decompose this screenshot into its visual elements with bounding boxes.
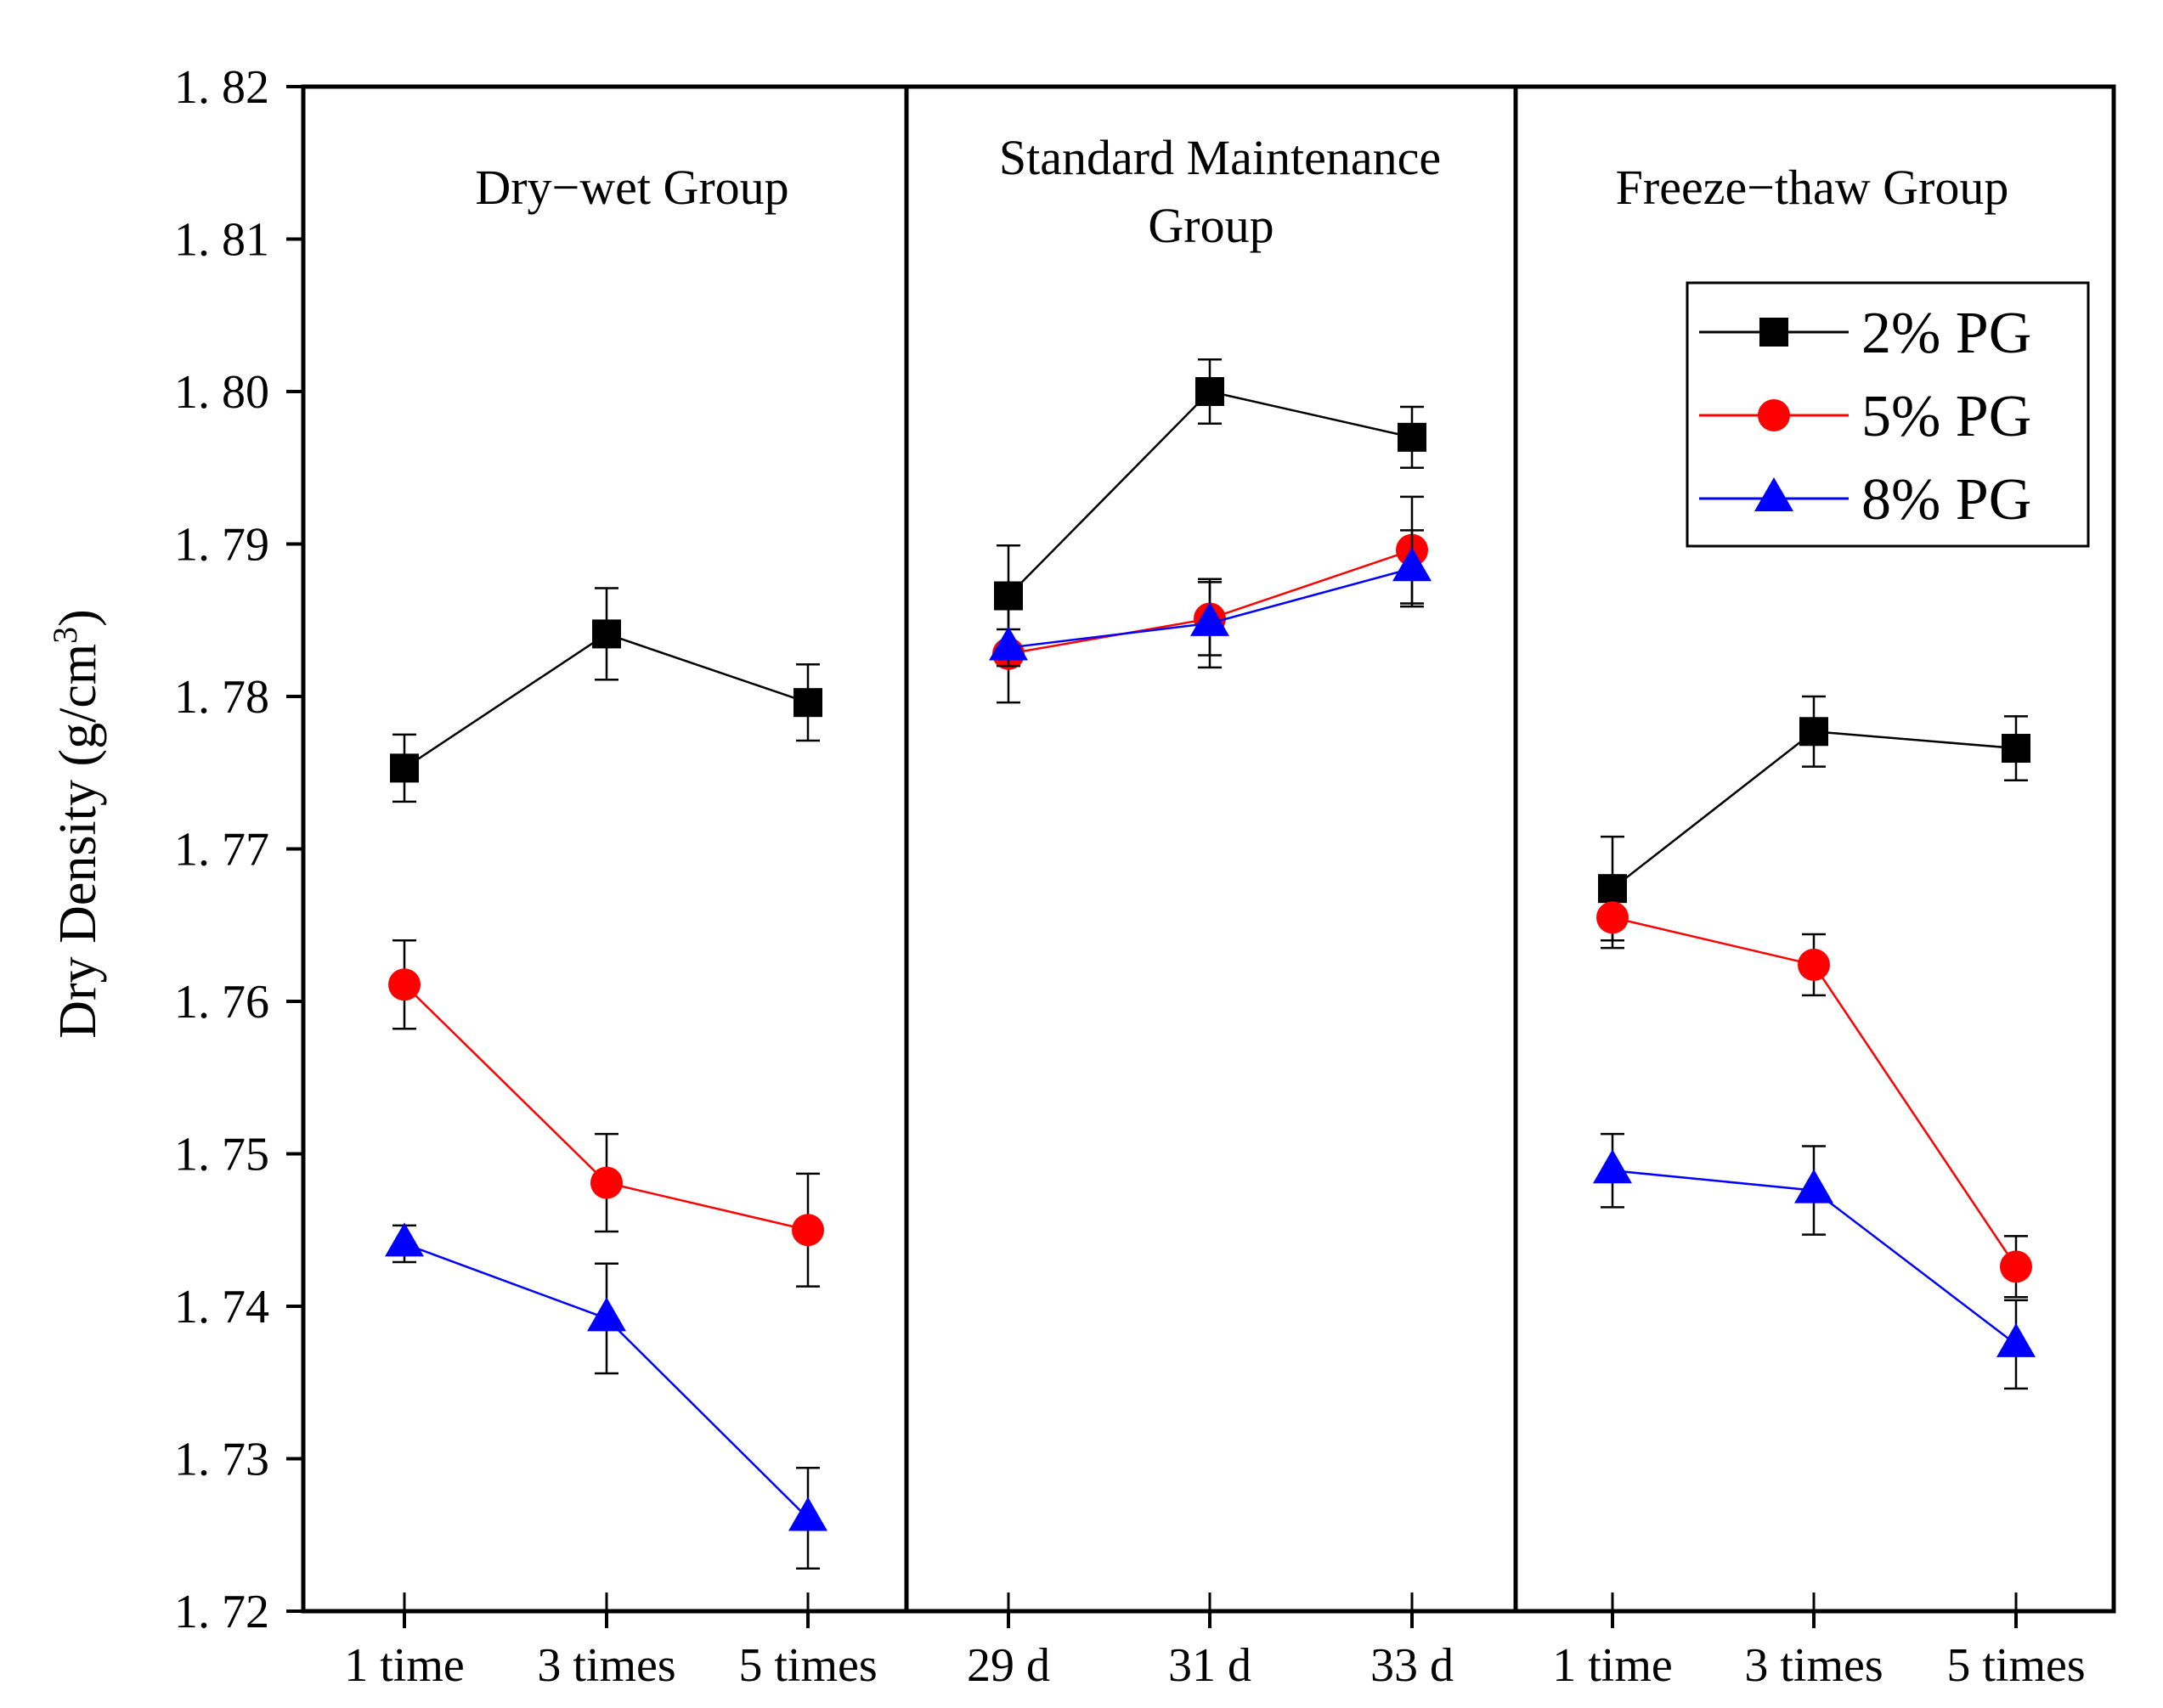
x-tick-label: 29 d xyxy=(967,1639,1050,1692)
legend: 2% PG 5% PG 8% PG xyxy=(1686,281,2090,548)
y-tick-label: 1. 76 xyxy=(174,976,269,1029)
data-point xyxy=(1593,1149,1632,1184)
data-point xyxy=(788,1497,827,1531)
x-tick-label: 5 times xyxy=(1946,1639,2085,1692)
legend-marker xyxy=(1754,477,1793,511)
data-point xyxy=(390,753,419,783)
data-point xyxy=(2000,1250,2032,1283)
y-tick-label: 1. 79 xyxy=(174,519,269,572)
series-layer xyxy=(385,358,2036,1570)
y-tick-label: 1. 80 xyxy=(174,366,269,419)
y-tick-label: 1. 78 xyxy=(174,671,269,724)
y-tick-label: 1. 74 xyxy=(174,1281,269,1333)
data-point xyxy=(793,688,822,718)
data-point xyxy=(1596,901,1629,934)
axes-layer xyxy=(286,84,2116,1628)
panel-title: Freeze−thaw Group xyxy=(1616,160,2009,215)
x-tick-label: 3 times xyxy=(1744,1639,1883,1692)
legend-marker xyxy=(1759,318,1788,347)
data-point xyxy=(1398,422,1426,452)
data-point xyxy=(385,1222,424,1257)
data-point xyxy=(1799,717,1828,747)
data-point xyxy=(989,626,1028,661)
x-tick-label: 3 times xyxy=(537,1639,675,1692)
legend-label: 8% PG xyxy=(1861,467,2031,533)
data-point xyxy=(1798,948,1830,981)
data-point xyxy=(592,619,621,649)
y-tick-label: 1. 81 xyxy=(174,214,269,267)
y-axis-label: Dry Density (g/cm3) xyxy=(46,609,108,1039)
data-point xyxy=(792,1214,824,1247)
data-point xyxy=(587,1297,626,1332)
data-point xyxy=(1794,1169,1833,1203)
data-point xyxy=(1195,377,1224,406)
y-tick-label: 1. 75 xyxy=(174,1129,269,1181)
data-point xyxy=(1190,601,1229,636)
x-tick-label: 31 d xyxy=(1168,1639,1251,1692)
panel-title: Dry−wet Group xyxy=(475,160,788,215)
panel-title: Standard Maintenance xyxy=(999,130,1441,185)
data-point xyxy=(2002,734,2030,764)
legend-label: 2% PG xyxy=(1861,301,2031,366)
y-tick-label: 1. 72 xyxy=(174,1586,269,1638)
x-tick-label: 1 time xyxy=(1552,1639,1673,1692)
y-tick-label: 1. 73 xyxy=(174,1434,269,1486)
x-tick-label: 5 times xyxy=(738,1639,877,1692)
data-point xyxy=(1392,547,1432,582)
data-point xyxy=(590,1166,623,1199)
legend-marker xyxy=(1758,399,1790,431)
data-point xyxy=(388,968,421,1001)
x-tick-label: 33 d xyxy=(1370,1639,1454,1692)
x-tick-label: 1 time xyxy=(344,1639,465,1692)
data-point xyxy=(1996,1322,2036,1357)
legend-label: 5% PG xyxy=(1861,384,2031,449)
panel-title: Group xyxy=(1148,198,1274,253)
text-layer: 1. 72 1. 73 1. 74 1. 75 1. 76 1. 77 1. 78 1. 79… xyxy=(46,61,2086,1692)
y-tick-label: 1. 77 xyxy=(174,824,269,877)
y-tick-label: 1. 82 xyxy=(174,61,269,114)
